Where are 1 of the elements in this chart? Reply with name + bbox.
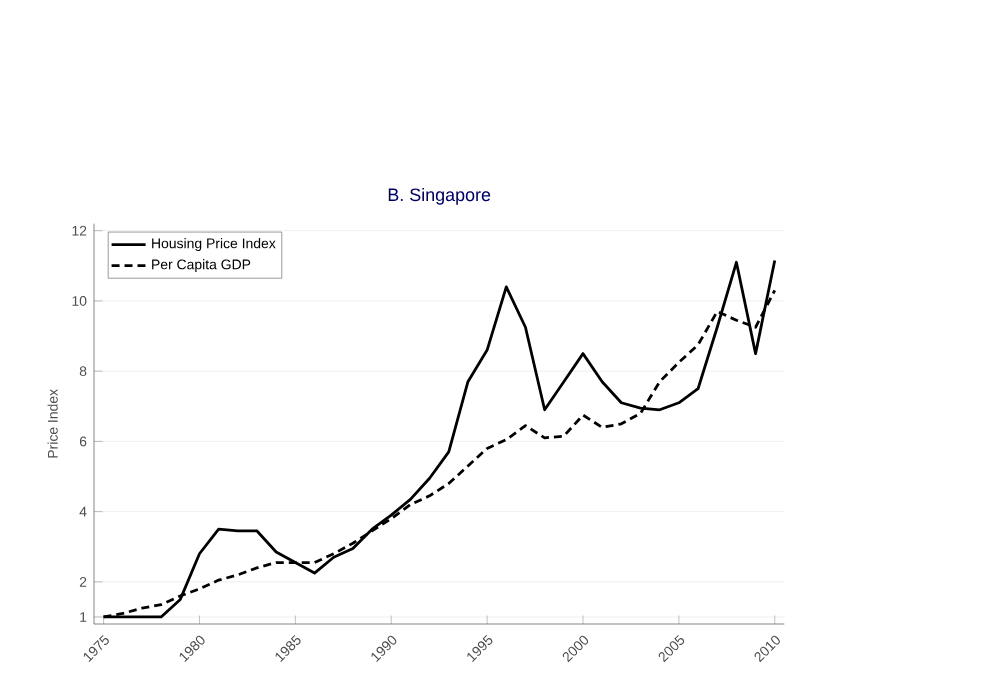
chart-title: B. Singapore <box>388 187 491 205</box>
